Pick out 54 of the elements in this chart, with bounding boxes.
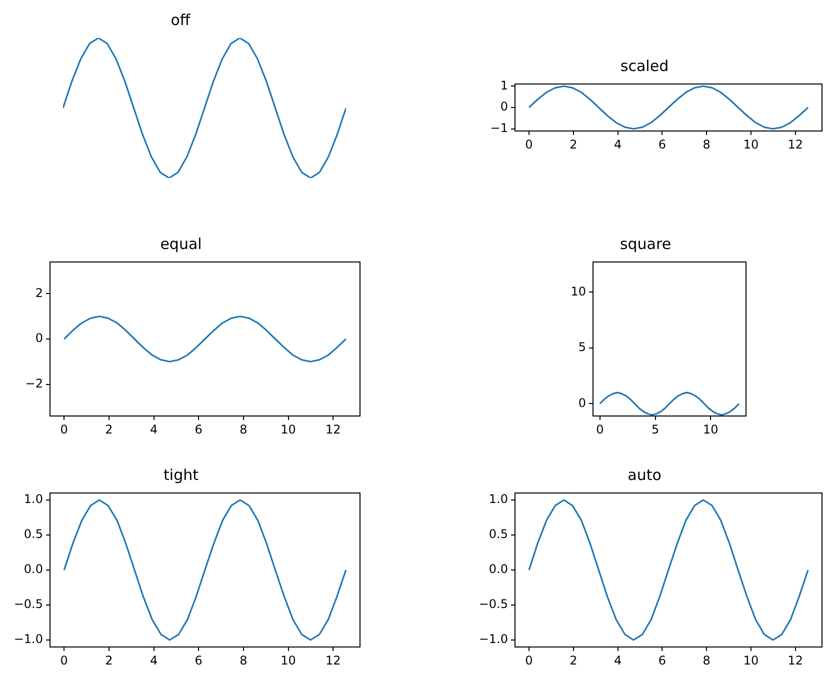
x-tick-label: 4 <box>150 422 158 436</box>
x-tick-label: 8 <box>702 137 710 152</box>
y-tick-label: 0.0 <box>488 562 508 576</box>
x-tick-label: 6 <box>658 137 666 152</box>
x-tick-label: 5 <box>651 422 660 436</box>
y-tick-label: 0 <box>35 331 43 346</box>
x-tick-label: 10 <box>280 653 296 668</box>
x-tick-label: 10 <box>280 422 296 436</box>
x-tick-label: 2 <box>105 422 113 436</box>
y-tick-label: −0.5 <box>14 597 43 612</box>
x-tick-label: 4 <box>614 653 622 668</box>
y-tick-label: 1 <box>500 78 508 92</box>
x-tick-label: 6 <box>658 653 666 668</box>
y-tick-label: 5 <box>578 340 586 354</box>
y-tick-label: 0 <box>500 100 508 114</box>
x-tick-label: 8 <box>240 422 248 436</box>
y-tick-label: 1.0 <box>24 492 43 506</box>
chart-title: square <box>620 234 672 253</box>
y-tick-label: 0.5 <box>24 527 43 542</box>
x-tick-label: 0 <box>525 653 533 668</box>
x-tick-label: 8 <box>240 653 248 668</box>
x-tick-label: 10 <box>702 422 718 436</box>
x-tick-label: 10 <box>743 137 759 152</box>
x-tick-label: 6 <box>194 653 202 668</box>
y-tick-label: −0.5 <box>478 597 508 612</box>
y-tick-label: 1.0 <box>488 492 508 506</box>
x-tick-label: 0 <box>60 422 68 436</box>
x-tick-label: 12 <box>325 422 341 436</box>
y-tick-label: 0 <box>578 396 586 410</box>
x-tick-label: 0 <box>525 137 533 152</box>
x-tick-label: 12 <box>325 653 341 668</box>
y-tick-label: 2 <box>35 286 43 300</box>
x-tick-label: 4 <box>150 653 158 668</box>
x-tick-label: 0 <box>60 653 68 668</box>
x-tick-label: 10 <box>743 653 759 668</box>
chart-title: equal <box>160 234 202 253</box>
y-tick-label: 0.0 <box>24 562 43 576</box>
chart-title: scaled <box>620 56 669 75</box>
chart-title: off <box>170 10 191 29</box>
y-tick-label: 0.5 <box>488 527 508 542</box>
y-tick-label: −1.0 <box>14 632 43 646</box>
x-tick-label: 2 <box>105 653 113 668</box>
y-tick-label: −1.0 <box>478 632 508 646</box>
y-tick-label: −1 <box>490 120 508 135</box>
x-tick-label: 0 <box>596 422 604 436</box>
x-tick-label: 4 <box>614 137 622 152</box>
chart-title: tight <box>164 466 199 484</box>
x-tick-label: 12 <box>788 137 804 152</box>
x-tick-label: 8 <box>702 653 710 668</box>
x-tick-label: 12 <box>788 653 804 668</box>
x-tick-label: 6 <box>194 422 202 436</box>
chart-title: auto <box>628 466 662 484</box>
y-tick-label: 10 <box>570 284 586 298</box>
y-tick-label: −2 <box>25 376 43 390</box>
